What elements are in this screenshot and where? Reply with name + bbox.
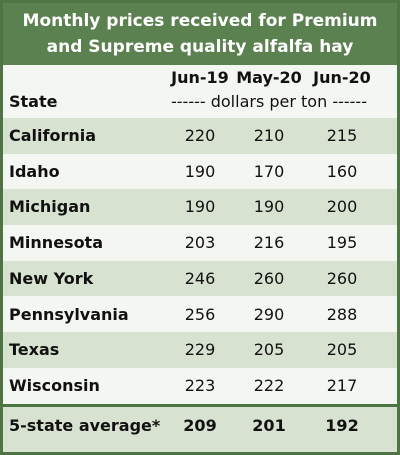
price: 220	[184, 126, 216, 145]
total-value: 192	[325, 415, 359, 435]
price: 222	[253, 375, 285, 395]
price: 190	[253, 197, 285, 217]
row-background	[3, 189, 397, 226]
price: 290	[253, 304, 285, 324]
price: 223	[184, 375, 216, 395]
price: 256	[184, 304, 216, 324]
state-label: California	[9, 126, 97, 145]
total-background	[3, 403, 397, 452]
row-background	[3, 118, 397, 154]
state-label: Pennsylvania	[9, 304, 129, 324]
row-background	[3, 153, 397, 190]
price: 229	[184, 340, 216, 360]
price: 200	[326, 197, 358, 217]
price: 217	[326, 375, 358, 395]
price: 260	[253, 268, 285, 288]
state-label: Wisconsin	[9, 375, 100, 395]
price: 160	[326, 161, 358, 181]
price: 205	[326, 340, 358, 360]
price: 215	[326, 126, 358, 145]
state-label: Idaho	[9, 161, 60, 181]
price: 216	[253, 233, 285, 253]
state-label: Michigan	[9, 197, 91, 217]
state-label: New York	[9, 268, 94, 288]
row-background	[3, 260, 397, 297]
price: 195	[326, 233, 358, 253]
row-background	[3, 225, 397, 261]
column-header: Jun-19	[171, 68, 229, 87]
row-background	[3, 367, 397, 404]
price: 260	[326, 268, 358, 288]
title: Monthly prices received for Premium and …	[3, 3, 397, 65]
price: 203	[184, 233, 216, 253]
column-header: May-20	[236, 68, 302, 87]
column-header: Jun-20	[313, 68, 371, 87]
row-background	[3, 332, 397, 368]
unit-label: ------ dollars per ton ------	[171, 92, 367, 111]
total-label: 5-state average*	[9, 415, 161, 435]
price: 205	[253, 340, 285, 360]
row-header: State	[9, 92, 58, 111]
total-value: 201	[252, 415, 286, 435]
price: 190	[184, 197, 216, 217]
price: 210	[253, 126, 285, 145]
price: 170	[253, 161, 285, 181]
state-label: Minnesota	[9, 233, 103, 253]
price: 246	[184, 268, 216, 288]
total-value: 209	[183, 415, 217, 435]
state-label: Texas	[9, 340, 60, 360]
price: 288	[326, 304, 358, 324]
row-background	[3, 296, 397, 333]
price: 190	[184, 161, 216, 181]
